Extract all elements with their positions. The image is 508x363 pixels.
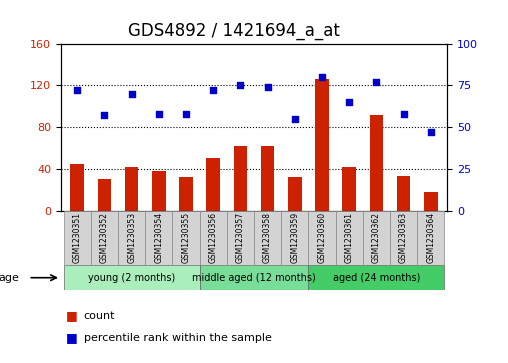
- Text: young (2 months): young (2 months): [88, 273, 175, 283]
- Text: percentile rank within the sample: percentile rank within the sample: [84, 333, 272, 343]
- Bar: [288, 177, 302, 211]
- Bar: [424, 192, 437, 211]
- Bar: [397, 176, 410, 211]
- Bar: [152, 171, 166, 211]
- Bar: [172, 211, 200, 265]
- Point: [128, 91, 136, 97]
- Text: GSM1230353: GSM1230353: [127, 212, 136, 263]
- Text: GDS4892 / 1421694_a_at: GDS4892 / 1421694_a_at: [128, 22, 340, 40]
- Point: [399, 111, 407, 117]
- Text: GSM1230356: GSM1230356: [209, 212, 218, 263]
- Bar: [261, 146, 274, 211]
- Point: [427, 129, 435, 135]
- Bar: [308, 211, 336, 265]
- Bar: [227, 211, 254, 265]
- Bar: [125, 167, 139, 211]
- Bar: [200, 211, 227, 265]
- Bar: [145, 211, 172, 265]
- Bar: [118, 211, 145, 265]
- Bar: [281, 211, 308, 265]
- Text: ■: ■: [66, 309, 78, 322]
- Bar: [64, 211, 91, 265]
- Point: [182, 111, 190, 117]
- Bar: [98, 179, 111, 211]
- Point: [209, 87, 217, 93]
- Text: GSM1230354: GSM1230354: [154, 212, 164, 263]
- Bar: [363, 211, 390, 265]
- Bar: [234, 146, 247, 211]
- Bar: [369, 115, 383, 211]
- Bar: [315, 79, 329, 211]
- Bar: [206, 158, 220, 211]
- Point: [318, 74, 326, 80]
- Point: [264, 84, 272, 90]
- Text: GSM1230357: GSM1230357: [236, 212, 245, 263]
- Bar: [91, 211, 118, 265]
- Bar: [179, 177, 193, 211]
- Bar: [64, 265, 200, 290]
- Point: [73, 87, 81, 93]
- Text: ■: ■: [66, 331, 78, 344]
- Bar: [342, 167, 356, 211]
- Text: GSM1230355: GSM1230355: [181, 212, 190, 263]
- Text: GSM1230364: GSM1230364: [426, 212, 435, 263]
- Bar: [200, 265, 308, 290]
- Bar: [71, 164, 84, 211]
- Text: GSM1230360: GSM1230360: [318, 212, 327, 263]
- Point: [236, 82, 244, 88]
- Bar: [417, 211, 444, 265]
- Text: middle aged (12 months): middle aged (12 months): [192, 273, 316, 283]
- Text: age: age: [0, 273, 20, 283]
- Point: [101, 113, 109, 118]
- Point: [155, 111, 163, 117]
- Text: GSM1230361: GSM1230361: [344, 212, 354, 263]
- Bar: [336, 211, 363, 265]
- Text: GSM1230359: GSM1230359: [290, 212, 299, 263]
- Text: GSM1230362: GSM1230362: [372, 212, 381, 263]
- Bar: [390, 211, 417, 265]
- Point: [291, 116, 299, 122]
- Text: GSM1230352: GSM1230352: [100, 212, 109, 263]
- Point: [345, 99, 353, 105]
- Bar: [308, 265, 444, 290]
- Text: GSM1230351: GSM1230351: [73, 212, 82, 263]
- Bar: [254, 211, 281, 265]
- Text: aged (24 months): aged (24 months): [333, 273, 420, 283]
- Text: count: count: [84, 311, 115, 321]
- Point: [372, 79, 380, 85]
- Text: GSM1230363: GSM1230363: [399, 212, 408, 263]
- Text: GSM1230358: GSM1230358: [263, 212, 272, 263]
